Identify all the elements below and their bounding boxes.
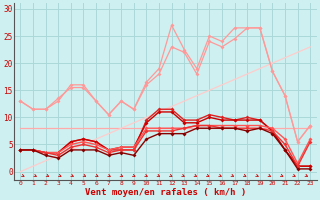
X-axis label: Vent moyen/en rafales ( km/h ): Vent moyen/en rafales ( km/h ) [85, 188, 246, 197]
